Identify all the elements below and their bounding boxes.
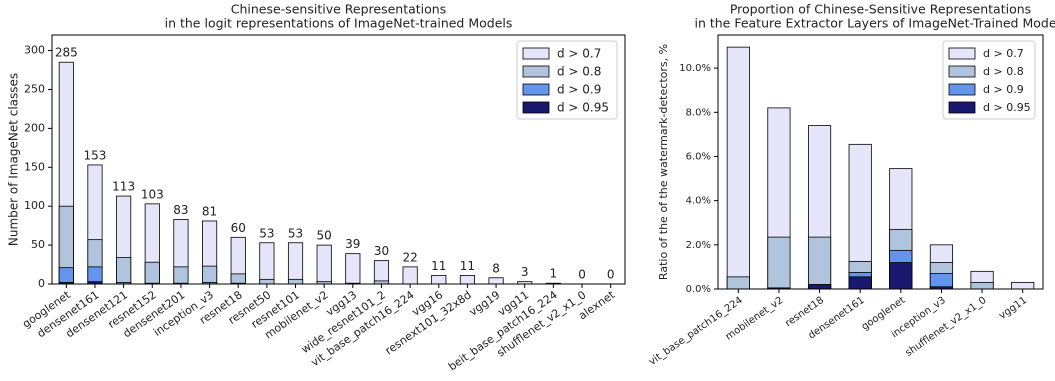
legend-swatch <box>522 101 550 114</box>
legend-swatch <box>948 65 976 78</box>
bar <box>345 253 361 285</box>
y-tick-label: 2.0% <box>686 240 711 251</box>
data-label: 8 <box>492 261 500 275</box>
data-label: 103 <box>141 187 164 201</box>
bar <box>807 236 832 290</box>
data-label: 53 <box>259 226 274 240</box>
data-label: 81 <box>202 204 217 218</box>
data-label: 60 <box>231 221 246 235</box>
y-axis-label: Ratio of the of the watermark-detectors,… <box>657 44 670 280</box>
y-tick-label: 250 <box>24 82 45 95</box>
legend-swatch <box>948 101 976 114</box>
bar <box>259 278 275 285</box>
y-tick-label: 50 <box>31 238 45 251</box>
y-tick-label: 8.0% <box>686 107 711 118</box>
y-tick-label: 100 <box>24 199 45 212</box>
y-tick-label: 0 <box>38 277 45 290</box>
data-label: 0 <box>578 268 586 282</box>
data-label: 1 <box>550 267 558 281</box>
bar <box>173 266 189 285</box>
data-label: 39 <box>345 237 360 251</box>
data-label: 3 <box>521 265 529 279</box>
chart-title: Proportion of Chinese-Sensitive Represen… <box>730 2 1031 17</box>
data-label: 11 <box>460 259 475 273</box>
legend-label: d > 0.9 <box>983 83 1024 96</box>
bar <box>488 277 504 285</box>
y-tick-label: 150 <box>24 160 45 173</box>
bar <box>1011 281 1035 290</box>
legend-label: d > 0.7 <box>983 47 1024 60</box>
chart-title: in the logit representations of ImageNet… <box>165 16 513 31</box>
y-tick-label: 0.0% <box>686 284 711 295</box>
legend-label: d > 0.95 <box>983 101 1031 114</box>
legend-swatch <box>948 47 976 60</box>
y-tick-label: 6.0% <box>686 151 711 162</box>
legend-swatch <box>522 65 550 78</box>
bar <box>402 266 418 285</box>
legend-label: d > 0.7 <box>557 47 601 61</box>
x-tick-label: vgg11 <box>997 295 1029 322</box>
bar <box>230 273 246 285</box>
chart-title: Chinese-sensitive Representations <box>231 2 446 17</box>
bar <box>259 242 275 285</box>
data-label: 0 <box>607 268 615 282</box>
bar <box>144 261 160 285</box>
bar <box>202 265 218 285</box>
bar <box>431 275 447 285</box>
y-tick-label: 10.0% <box>679 63 711 74</box>
bar <box>58 267 74 285</box>
bar <box>726 276 750 290</box>
bar <box>848 276 872 290</box>
legend-label: d > 0.95 <box>557 101 609 115</box>
bar <box>807 284 832 290</box>
bar <box>459 275 475 285</box>
legend-label: d > 0.8 <box>557 65 601 79</box>
chart-title: in the Feature Extractor Layers of Image… <box>694 16 1055 31</box>
legend-label: d > 0.9 <box>557 83 601 97</box>
legend-swatch <box>948 83 976 96</box>
y-tick-label: 4.0% <box>686 196 711 207</box>
legend-swatch <box>522 47 550 60</box>
data-label: 83 <box>173 203 188 217</box>
data-label: 53 <box>288 226 303 240</box>
legend-box <box>516 40 618 120</box>
y-tick-label: 300 <box>24 44 45 57</box>
bar <box>889 262 913 290</box>
bar <box>116 257 132 285</box>
bar <box>970 281 994 290</box>
bar <box>767 236 791 290</box>
y-axis-label: Number of ImageNet classes <box>7 73 21 246</box>
y-tick-label: 200 <box>24 121 45 134</box>
data-label: 30 <box>374 244 389 258</box>
x-tick-label: vgg19 <box>467 288 503 318</box>
axes-frame <box>51 34 626 285</box>
data-label: 113 <box>112 180 135 194</box>
bar <box>726 46 750 290</box>
legend-box <box>942 40 1036 120</box>
data-label: 285 <box>55 46 78 60</box>
data-label: 50 <box>317 229 332 243</box>
data-label: 153 <box>84 148 107 162</box>
bar <box>287 278 304 285</box>
legend-swatch <box>522 83 550 96</box>
axes-frame <box>717 34 1044 290</box>
data-label: 22 <box>402 250 417 264</box>
bar <box>316 244 332 285</box>
data-label: 11 <box>431 259 446 273</box>
legend-label: d > 0.8 <box>983 65 1024 78</box>
bar <box>287 242 304 285</box>
